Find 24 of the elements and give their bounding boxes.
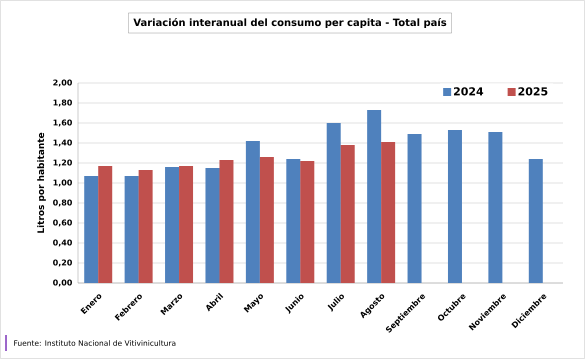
y-axis-title: Litros por habitante (37, 132, 46, 233)
bar (98, 166, 112, 283)
bar (165, 167, 180, 283)
bar (219, 160, 234, 283)
bar (300, 161, 314, 283)
bar (124, 176, 139, 283)
chart-title: Variación interanual del consumo per capita - Total país (133, 18, 446, 28)
bar (381, 142, 396, 283)
bar (286, 159, 300, 283)
bar (179, 166, 194, 283)
bar (448, 130, 462, 283)
bar (488, 132, 502, 283)
bar (367, 110, 382, 283)
bar (340, 145, 355, 283)
bar (138, 170, 153, 283)
bar (408, 134, 422, 283)
bar (246, 141, 260, 283)
bar (205, 168, 220, 283)
legend-label: 2025 (518, 87, 548, 96)
bar (260, 157, 274, 283)
bar (528, 159, 543, 283)
legend-label: 2024 (454, 87, 484, 96)
bar (84, 176, 98, 283)
bar (326, 123, 341, 283)
